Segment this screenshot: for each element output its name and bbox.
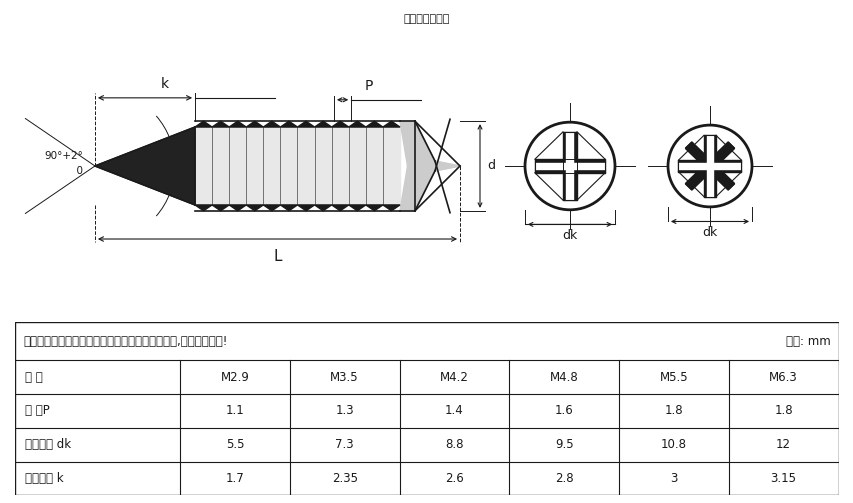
Text: 5.5: 5.5 — [225, 438, 244, 451]
Text: 9.5: 9.5 — [554, 438, 572, 451]
Text: 1.8: 1.8 — [664, 404, 682, 417]
Polygon shape — [297, 121, 314, 127]
Text: M3.5: M3.5 — [330, 371, 358, 383]
Polygon shape — [212, 205, 229, 211]
Polygon shape — [194, 127, 399, 205]
Text: M2.9: M2.9 — [220, 371, 249, 383]
Text: 1.1: 1.1 — [225, 404, 244, 417]
Polygon shape — [685, 142, 734, 190]
Polygon shape — [382, 121, 399, 127]
Polygon shape — [331, 205, 348, 211]
Polygon shape — [348, 121, 365, 127]
Text: 头部直径 dk: 头部直径 dk — [26, 438, 72, 451]
Polygon shape — [685, 142, 734, 190]
Polygon shape — [229, 121, 246, 127]
Text: 7.3: 7.3 — [335, 438, 353, 451]
Polygon shape — [677, 163, 740, 169]
Polygon shape — [677, 160, 740, 172]
Text: 10.8: 10.8 — [660, 438, 686, 451]
Polygon shape — [382, 205, 399, 211]
Text: 3.15: 3.15 — [769, 472, 796, 485]
Text: P: P — [364, 79, 373, 93]
Polygon shape — [280, 121, 297, 127]
Polygon shape — [297, 205, 314, 211]
Polygon shape — [263, 205, 280, 211]
Text: 1.3: 1.3 — [335, 404, 353, 417]
Text: 1.7: 1.7 — [225, 472, 244, 485]
Text: M4.8: M4.8 — [549, 371, 577, 383]
Polygon shape — [685, 142, 734, 190]
Text: 以下为单批测量数据，可能稍有误差，以实际为准,介意者请慎拍!: 以下为单批测量数据，可能稍有误差，以实际为准,介意者请慎拍! — [24, 334, 228, 348]
Polygon shape — [246, 205, 263, 211]
Text: 12: 12 — [775, 438, 790, 451]
Polygon shape — [280, 205, 297, 211]
Text: 2.8: 2.8 — [554, 472, 572, 485]
Polygon shape — [194, 121, 212, 127]
Polygon shape — [399, 121, 460, 211]
Polygon shape — [348, 205, 365, 211]
Polygon shape — [194, 205, 212, 211]
Polygon shape — [314, 205, 331, 211]
Text: 图纸测量示意图: 图纸测量示意图 — [403, 14, 450, 24]
Text: 3: 3 — [670, 472, 676, 485]
Text: 规 格: 规 格 — [26, 371, 43, 383]
Text: dk: dk — [701, 226, 717, 239]
Polygon shape — [263, 121, 280, 127]
Text: M4.2: M4.2 — [439, 371, 468, 383]
Text: 1.4: 1.4 — [444, 404, 463, 417]
Polygon shape — [331, 121, 348, 127]
Polygon shape — [365, 205, 382, 211]
Polygon shape — [95, 127, 194, 205]
Polygon shape — [566, 132, 573, 200]
Polygon shape — [534, 159, 605, 173]
Polygon shape — [685, 142, 734, 190]
Polygon shape — [212, 121, 229, 127]
Polygon shape — [399, 121, 460, 211]
Text: 单位: mm: 单位: mm — [785, 334, 829, 348]
Text: M5.5: M5.5 — [659, 371, 688, 383]
Text: k: k — [160, 77, 169, 91]
Polygon shape — [229, 205, 246, 211]
Text: 1.6: 1.6 — [554, 404, 573, 417]
Text: dk: dk — [562, 229, 577, 242]
Text: 0: 0 — [70, 166, 83, 176]
Polygon shape — [365, 121, 382, 127]
Text: 头部厚度 k: 头部厚度 k — [26, 472, 64, 485]
Polygon shape — [706, 135, 712, 197]
Text: M6.3: M6.3 — [769, 371, 797, 383]
Text: 螺 距P: 螺 距P — [26, 404, 50, 417]
Text: 2.35: 2.35 — [331, 472, 357, 485]
Text: 2.6: 2.6 — [444, 472, 463, 485]
Polygon shape — [562, 132, 577, 200]
Text: 8.8: 8.8 — [444, 438, 463, 451]
Polygon shape — [314, 121, 331, 127]
Text: L: L — [273, 249, 281, 264]
Text: 90°+2°: 90°+2° — [44, 151, 83, 161]
Circle shape — [525, 122, 614, 210]
Circle shape — [667, 125, 751, 207]
Polygon shape — [703, 135, 715, 197]
Text: d: d — [486, 159, 495, 173]
Polygon shape — [246, 121, 263, 127]
Polygon shape — [534, 162, 605, 170]
Text: 1.8: 1.8 — [774, 404, 792, 417]
